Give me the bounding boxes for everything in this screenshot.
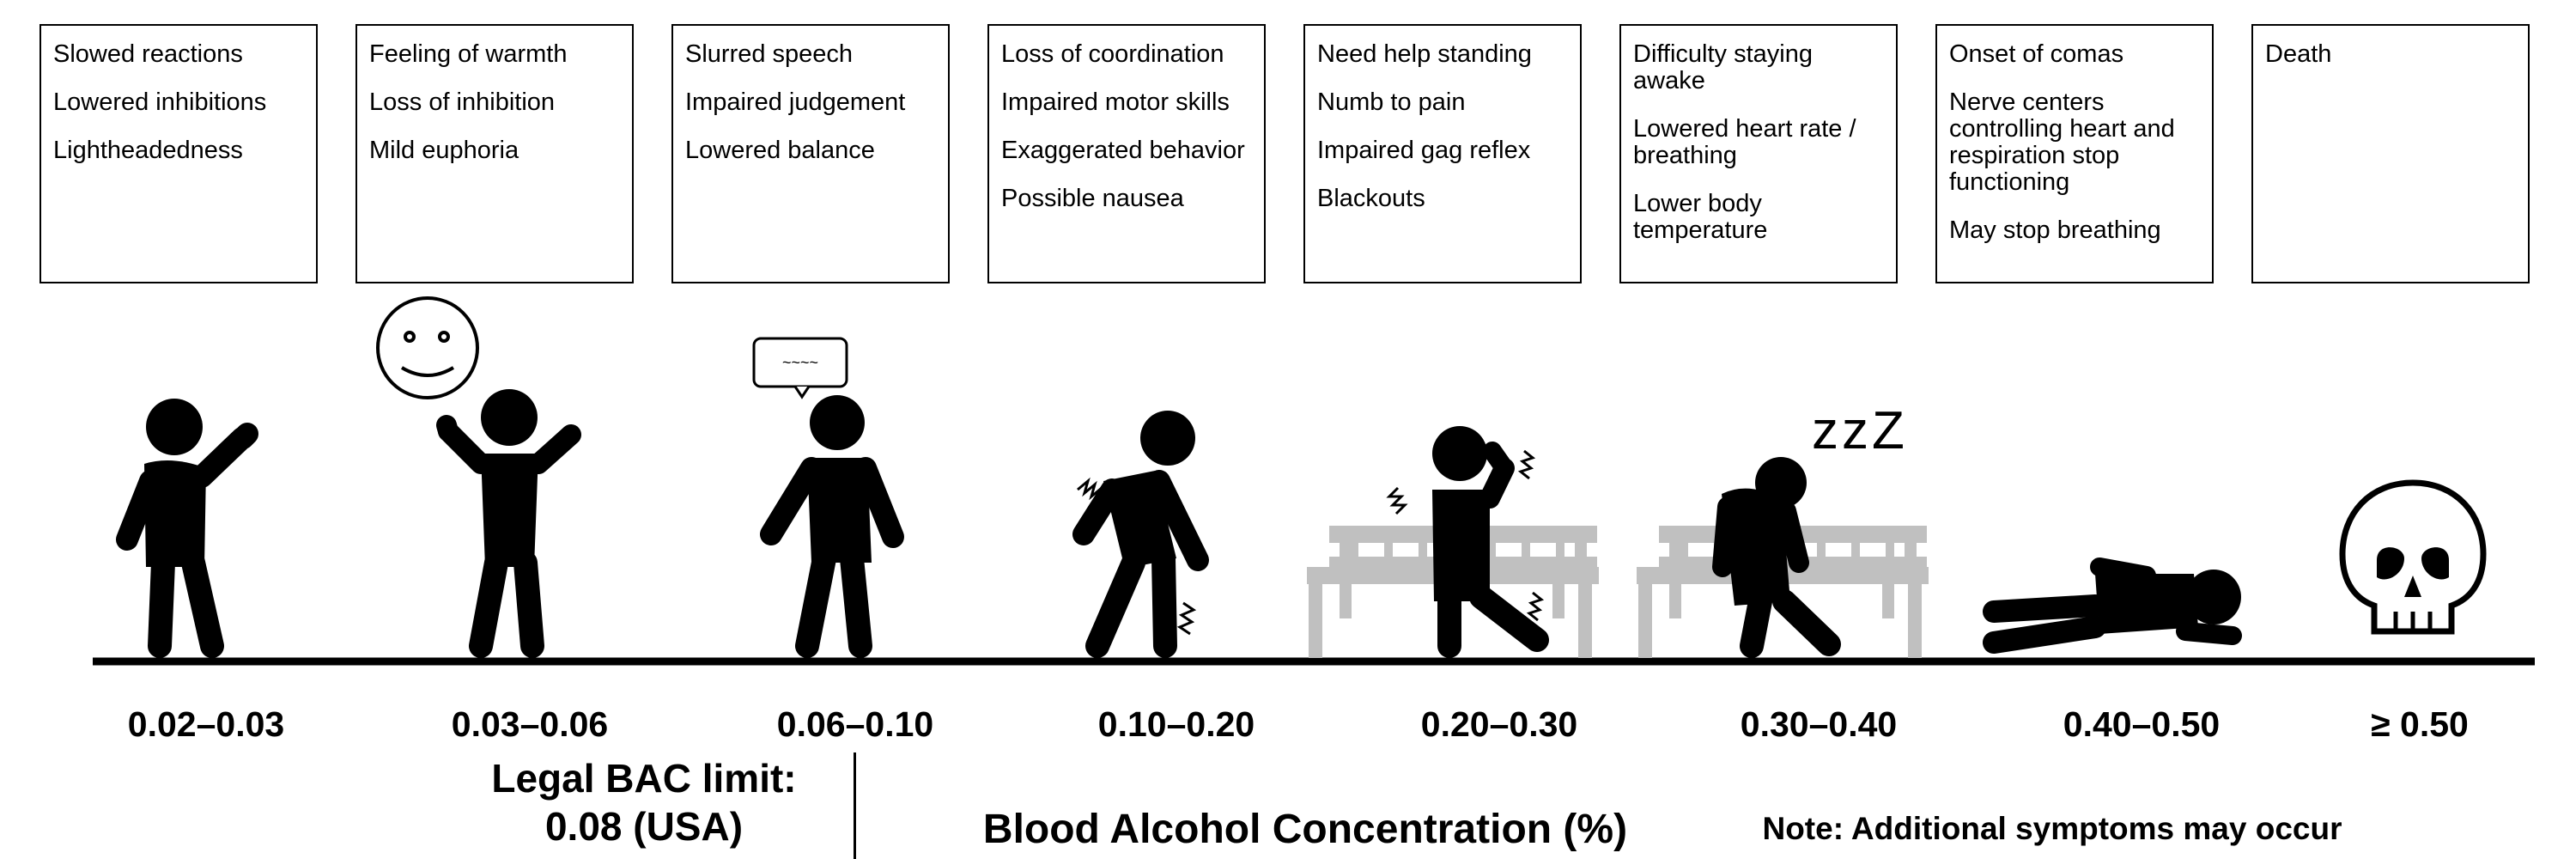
legal-limit-label: Legal BAC limit: 0.08 (USA) bbox=[464, 754, 824, 850]
axis-title: Blood Alcohol Concentration (%) bbox=[982, 807, 1628, 852]
symptom-text: Onset of comas bbox=[1949, 40, 2124, 68]
bac-range-label: 0.40–0.50 bbox=[2063, 704, 2221, 744]
symptom-text: Lowered heart rate / breathing bbox=[1633, 115, 1856, 169]
wobble-marks-icon bbox=[1386, 449, 1545, 622]
symptom-text: Impaired gag reflex bbox=[1317, 137, 1531, 164]
symptom-box: Difficulty staying awake Lowered heart ra… bbox=[1619, 24, 1898, 283]
symptom-text: May stop breathing bbox=[1949, 216, 2161, 244]
symptom-box: Loss of coordination Impaired motor skill… bbox=[987, 24, 1266, 283]
bac-range-label: ≥ 0.50 bbox=[2371, 704, 2469, 744]
sleeping-person-icon bbox=[1712, 457, 1841, 658]
symptom-box: Slowed reactions Lowered inhibitions Light… bbox=[39, 24, 318, 283]
divider-line bbox=[854, 752, 856, 859]
cheering-person-icon bbox=[436, 389, 581, 658]
legal-limit-line2: 0.08 (USA) bbox=[544, 804, 744, 849]
symptom-text: Lowered balance bbox=[685, 137, 875, 164]
speech-bubble-text: ~~~~ bbox=[782, 354, 818, 371]
symptom-text: Impaired judgement bbox=[685, 88, 906, 116]
symptom-box: Death bbox=[2251, 24, 2530, 283]
symptom-text: Impaired motor skills bbox=[1001, 88, 1230, 116]
bac-range-label: 0.06–0.10 bbox=[776, 704, 934, 744]
skull-icon bbox=[2339, 479, 2487, 635]
note-text: Note: Additional symptoms may occur bbox=[1762, 811, 2342, 846]
dizzy-person-icon bbox=[1432, 426, 1549, 658]
symptom-text: Difficulty staying awake bbox=[1633, 40, 1813, 94]
waving-person-icon bbox=[116, 399, 258, 658]
bac-range-label: 0.03–0.06 bbox=[451, 704, 609, 744]
smiley-face-icon bbox=[376, 296, 479, 399]
symptom-text: Slurred speech bbox=[685, 40, 854, 68]
symptom-text: Slowed reactions bbox=[53, 40, 243, 68]
symptom-text: Numb to pain bbox=[1317, 88, 1466, 116]
symptom-text: Lowered inhibitions bbox=[53, 88, 267, 116]
symptom-text: Death bbox=[2265, 40, 2332, 68]
symptom-text: Need help standing bbox=[1317, 40, 1532, 68]
symptom-text: Lightheadedness bbox=[53, 137, 243, 164]
symptom-box: Feeling of warmth Loss of inhibition Mild … bbox=[355, 24, 634, 283]
symptom-text: Mild euphoria bbox=[369, 137, 519, 164]
stumbling-person-icon bbox=[1072, 411, 1209, 658]
bac-range-label: 0.20–0.30 bbox=[1420, 704, 1578, 744]
speech-bubble-icon: ~~~~ bbox=[752, 337, 848, 399]
bac-range-label: 0.10–0.20 bbox=[1097, 704, 1255, 744]
standing-person-icon bbox=[760, 395, 904, 658]
bac-range-label: 0.30–0.40 bbox=[1740, 704, 1898, 744]
lying-person-icon bbox=[1983, 557, 2242, 654]
symptom-box: Onset of comas Nerve centers controlling … bbox=[1935, 24, 2214, 283]
symptom-text: Feeling of warmth bbox=[369, 40, 568, 68]
symptom-text: Blackouts bbox=[1317, 185, 1425, 212]
symptom-text: Possible nausea bbox=[1001, 185, 1184, 212]
symptom-text: Loss of inhibition bbox=[369, 88, 556, 116]
symptom-text: Loss of coordination bbox=[1001, 40, 1224, 68]
legal-limit-line1: Legal BAC limit: bbox=[491, 756, 797, 801]
symptom-text: Lower body temperature bbox=[1633, 190, 1768, 244]
snore-text: zzZ bbox=[1812, 401, 1908, 460]
wobble-marks-icon bbox=[1077, 477, 1197, 636]
bac-range-label: 0.02–0.03 bbox=[127, 704, 285, 744]
symptom-text: Nerve centers controlling heart and resp… bbox=[1949, 88, 2175, 196]
symptom-box: Slurred speech Impaired judgement Lowered … bbox=[671, 24, 950, 283]
symptom-box: Need help standing Numb to pain Impaired g… bbox=[1303, 24, 1582, 283]
symptom-text: Exaggerated behavior bbox=[1001, 137, 1245, 164]
